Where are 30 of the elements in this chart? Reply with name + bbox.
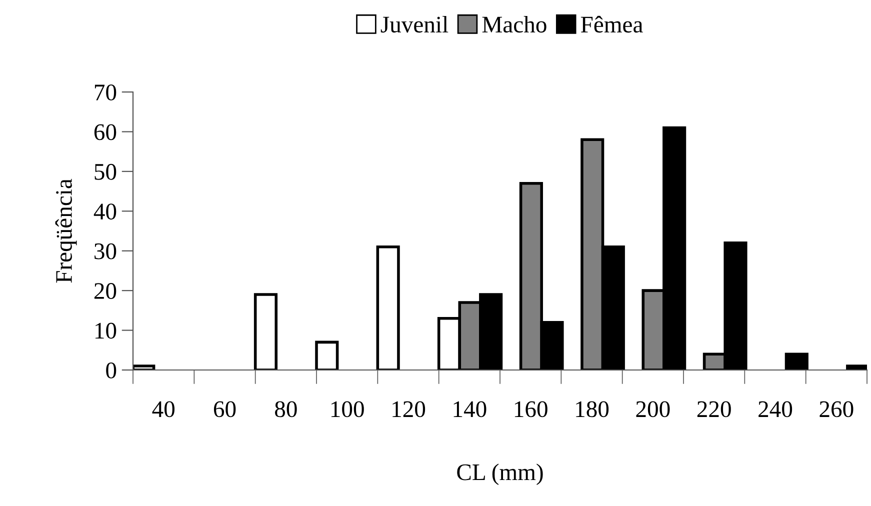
y-tick-label: 0: [106, 362, 116, 378]
legend-label: Juvenil: [380, 16, 448, 33]
bar: [315, 340, 339, 370]
x-tick-label: 40: [152, 401, 174, 418]
y-tick-label: 20: [94, 283, 116, 299]
y-tick-label: 60: [94, 124, 116, 140]
x-tick-label: 160: [514, 401, 548, 418]
legend-label: Fêmea: [580, 16, 643, 33]
x-tick-label: 60: [214, 401, 236, 418]
x-tick-label: 220: [697, 401, 731, 418]
x-tick-label: 100: [331, 401, 364, 418]
bar: [784, 352, 808, 370]
bar: [254, 293, 278, 370]
y-tick-label: 40: [94, 204, 116, 220]
y-tick-label: 50: [94, 164, 116, 180]
y-axis-title: Freqüência: [55, 178, 77, 283]
bar: [133, 364, 156, 370]
x-tick-label: 180: [576, 401, 609, 418]
x-tick-label: 140: [454, 401, 486, 418]
x-tick-label: 200: [636, 401, 670, 418]
x-tick-label: 80: [275, 401, 297, 418]
x-axis-title: CL (mm): [457, 464, 543, 486]
x-tick-label: 120: [392, 401, 426, 418]
bar: [376, 245, 400, 370]
x-tick-label: 240: [758, 401, 792, 418]
y-tick-label: 30: [94, 243, 116, 260]
legend-label: Macho: [482, 16, 546, 33]
x-tick-label: 260: [820, 401, 854, 418]
y-tick-label: 70: [94, 84, 116, 100]
y-tick-label: 10: [95, 322, 116, 339]
